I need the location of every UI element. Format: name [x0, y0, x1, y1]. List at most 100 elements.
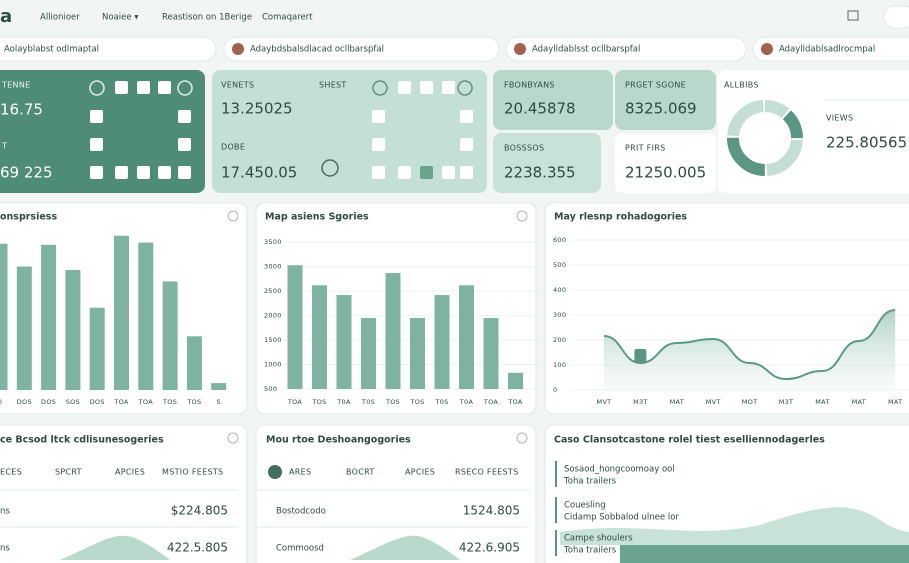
- panel: [0, 424, 248, 563]
- x-tick-label: TOS: [409, 398, 424, 406]
- search-text[interactable]: Aolayblabst odlmaptal: [4, 45, 99, 55]
- card: [0, 70, 205, 193]
- panel-title: ce Bcsod ltck cdlisunesogeries: [0, 435, 164, 446]
- decor-bar: [620, 545, 909, 563]
- card-label: PRIT FIRS: [625, 144, 665, 153]
- icon-square: [178, 110, 191, 123]
- x-tick-label: TOA: [507, 398, 523, 406]
- panel-title: Mou rtoe Deshoangogories: [266, 435, 411, 446]
- bar: [336, 295, 352, 389]
- icon-circle: [372, 80, 388, 96]
- x-tick-label: MAT: [815, 398, 829, 406]
- y-tick-label: 3500: [264, 238, 282, 246]
- x-tick-label: MAT: [888, 398, 902, 406]
- icon-square: [137, 81, 150, 94]
- y-tick-label: 400: [553, 286, 566, 294]
- info-icon[interactable]: [227, 432, 239, 444]
- x-tick-label: MAT: [852, 398, 866, 406]
- user-button[interactable]: [883, 5, 909, 29]
- item-subtitle: Toha trailers: [563, 477, 617, 487]
- bar: [65, 270, 81, 390]
- row-value: $224.805: [171, 504, 228, 518]
- card-value: 225.80565: [826, 134, 907, 152]
- y-tick-label: 1500: [264, 336, 282, 344]
- y-tick-label: 300: [553, 311, 566, 319]
- nav-link[interactable]: Allionioer: [40, 13, 80, 23]
- nav-link[interactable]: Noaiee ▾: [102, 13, 139, 23]
- column-header: APCIES: [115, 468, 145, 477]
- y-tick-label: 3000: [264, 263, 282, 271]
- x-tick-label: 0: [0, 398, 2, 406]
- info-icon[interactable]: [227, 210, 239, 222]
- icon-square: [90, 110, 103, 123]
- icon-square: [137, 166, 150, 179]
- search-box[interactable]: [0, 36, 217, 62]
- bar: [16, 266, 32, 390]
- item-title: Campe shoulers: [564, 534, 633, 544]
- column-header: RSECO FEESTS: [455, 468, 518, 477]
- x-tick-label: T0A: [459, 398, 474, 406]
- icon-square: [372, 138, 385, 151]
- x-tick-label: MVT: [706, 398, 721, 406]
- search-box[interactable]: [752, 36, 909, 62]
- x-tick-label: M3T: [633, 398, 648, 406]
- nav-link[interactable]: Comaqarert: [262, 13, 313, 23]
- list-marker: [555, 530, 557, 556]
- search-text[interactable]: Adaylldablsadlrocmpal: [779, 45, 875, 55]
- search-box[interactable]: [505, 36, 747, 62]
- bar: [508, 372, 523, 389]
- bar: [186, 336, 202, 390]
- card-value: 20.45878: [504, 100, 576, 118]
- y-tick-label: 500: [553, 261, 566, 269]
- search-text[interactable]: Adaybdsbalsdlacad ocllbarspfal: [250, 45, 384, 55]
- card-value: 17.450.05: [221, 164, 297, 182]
- x-tick-label: DOS: [90, 398, 105, 406]
- decor-area: [350, 535, 460, 560]
- bar: [287, 265, 303, 389]
- y-tick-label: 2000: [264, 312, 282, 320]
- row-label: Bostodcodo: [276, 507, 326, 517]
- list-marker: [555, 497, 557, 523]
- x-tick-label: T0S: [361, 398, 375, 406]
- y-tick-label: 100: [553, 361, 566, 369]
- panel-title: Caso Clansotcastone rolel tiest esellien…: [554, 435, 825, 446]
- card-label: SHEST: [319, 81, 347, 90]
- icon-square: [420, 166, 433, 179]
- card-label: VENETS: [221, 81, 254, 90]
- y-tick-label: 600: [553, 236, 566, 244]
- donut-segment: [727, 100, 803, 176]
- column-header: APCIES: [405, 468, 435, 477]
- icon-square: [90, 138, 103, 151]
- x-tick-label: SOS: [66, 398, 80, 406]
- icon-square: [420, 81, 433, 94]
- x-tick-label: TOA: [287, 398, 303, 406]
- search-text[interactable]: Adaylldablsst ocllbarspfal: [532, 45, 640, 55]
- card-value: 2238.355: [504, 164, 576, 182]
- icon-square: [178, 166, 191, 179]
- card-value: 8325.069: [625, 100, 697, 118]
- cart-icon[interactable]: [847, 10, 859, 21]
- info-icon[interactable]: [516, 210, 528, 222]
- card-label: ALLBIBS: [724, 81, 759, 90]
- donut-segment: [727, 100, 803, 176]
- x-tick-label: DOS: [41, 398, 56, 406]
- bar: [138, 242, 154, 390]
- info-icon[interactable]: [516, 432, 528, 444]
- icon-circle: [177, 80, 193, 96]
- bar: [162, 281, 178, 390]
- brand[interactable]: a: [0, 6, 12, 27]
- x-tick-label: S: [216, 398, 220, 406]
- bar: [312, 285, 327, 389]
- nav-link[interactable]: Reastison on 1Berige: [162, 13, 252, 23]
- row-label: Commoosd: [276, 544, 324, 554]
- card-label: BOSSSOS: [504, 144, 544, 153]
- icon-circle: [457, 80, 473, 96]
- card-value: 21250.005: [625, 164, 706, 182]
- card: [493, 70, 613, 130]
- search-box[interactable]: [223, 36, 500, 62]
- x-tick-label: MAT: [670, 398, 684, 406]
- bar: [361, 318, 376, 389]
- x-tick-label: DOS: [17, 398, 32, 406]
- avatar: [268, 465, 282, 479]
